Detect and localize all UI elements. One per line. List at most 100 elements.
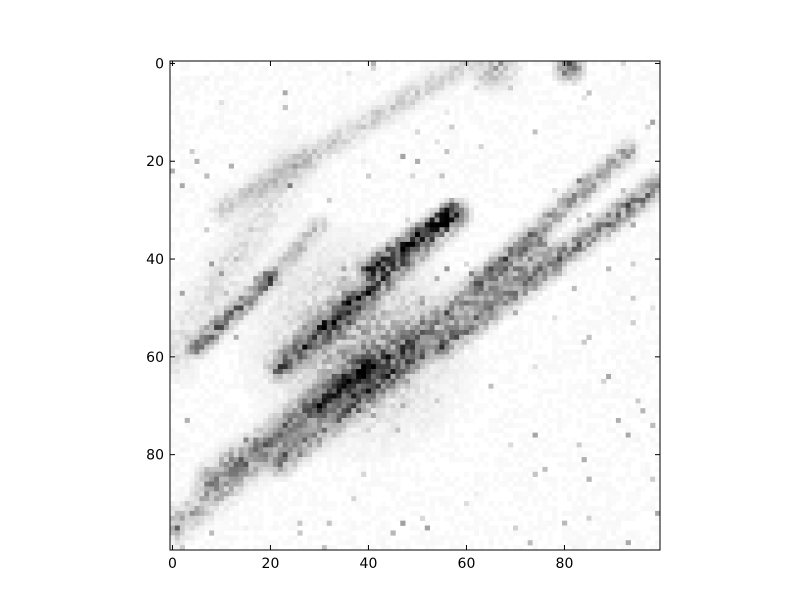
heatmap-cell <box>410 237 416 243</box>
heatmap-cell <box>219 61 225 67</box>
heatmap-cell <box>630 197 636 204</box>
heatmap-cell <box>253 325 259 331</box>
heatmap-cell <box>238 168 244 174</box>
heatmap-cell <box>184 241 190 248</box>
heatmap-cell <box>434 95 440 101</box>
heatmap-cell <box>170 295 176 301</box>
heatmap-cell <box>552 75 558 81</box>
heatmap-cell <box>454 349 460 355</box>
heatmap-cell <box>429 369 435 375</box>
heatmap-cell <box>292 207 298 213</box>
heatmap-cell <box>429 61 435 67</box>
heatmap-cell <box>464 364 470 370</box>
heatmap-cell <box>248 320 254 326</box>
heatmap-cell <box>380 100 386 106</box>
heatmap-cell <box>287 320 293 326</box>
heatmap-cell <box>532 212 538 218</box>
heatmap-cell <box>179 129 185 135</box>
heatmap-cell <box>312 70 318 76</box>
heatmap-cell <box>228 168 234 174</box>
heatmap-cell <box>336 124 342 130</box>
heatmap-cell <box>439 178 445 184</box>
heatmap-cell <box>336 105 342 111</box>
heatmap-cell <box>370 305 377 311</box>
heatmap-cell <box>566 241 573 248</box>
heatmap-cell <box>419 334 426 341</box>
heatmap-cell <box>606 305 612 311</box>
heatmap-cell <box>493 320 499 326</box>
heatmap-cell <box>611 173 617 179</box>
heatmap-cell <box>400 251 406 257</box>
heatmap-cell <box>351 139 357 145</box>
heatmap-cell <box>424 188 430 194</box>
heatmap-cell <box>483 129 489 135</box>
heatmap-cell <box>645 134 651 140</box>
heatmap-cell <box>214 276 220 282</box>
heatmap-cell <box>459 80 465 86</box>
heatmap-cell <box>258 212 264 218</box>
heatmap-cell <box>253 75 259 81</box>
heatmap-cell <box>478 222 484 228</box>
heatmap-cell <box>434 320 440 326</box>
heatmap-cell <box>503 149 509 155</box>
heatmap-cell <box>223 266 230 272</box>
heatmap-cell <box>454 378 460 385</box>
heatmap-cell <box>312 222 318 228</box>
heatmap-cell <box>317 251 323 257</box>
heatmap-cell <box>410 61 416 67</box>
heatmap-cell <box>464 285 470 292</box>
heatmap-cell <box>209 207 215 213</box>
heatmap-cell <box>248 193 254 199</box>
heatmap-cell <box>571 281 577 287</box>
heatmap-cell <box>483 359 489 365</box>
heatmap-cell <box>223 290 230 297</box>
heatmap-cell <box>238 261 244 267</box>
heatmap-cell <box>209 70 215 76</box>
heatmap-cell <box>566 119 573 125</box>
heatmap-cell <box>415 325 421 331</box>
heatmap-cell <box>566 266 573 272</box>
heatmap-cell <box>380 383 386 389</box>
heatmap-cell <box>615 129 622 135</box>
heatmap-cell <box>375 325 381 331</box>
heatmap-cell <box>508 276 514 282</box>
heatmap-cell <box>439 281 445 287</box>
heatmap-cell <box>532 310 538 316</box>
heatmap-cell <box>312 305 318 311</box>
heatmap-cell <box>586 383 592 389</box>
heatmap-cell <box>179 334 185 341</box>
heatmap-cell <box>243 256 249 262</box>
heatmap-cell <box>219 295 225 301</box>
heatmap-cell <box>483 70 489 76</box>
heatmap-cell <box>513 90 519 96</box>
heatmap-cell <box>552 266 558 272</box>
heatmap-cell <box>586 237 592 243</box>
heatmap-cell <box>508 241 514 248</box>
heatmap-cell <box>258 193 264 199</box>
heatmap-cell <box>204 90 210 96</box>
heatmap-cell <box>503 241 509 248</box>
heatmap-cell <box>517 85 524 91</box>
heatmap-cell <box>488 364 494 370</box>
heatmap-cell <box>351 266 357 272</box>
heatmap-cell <box>552 144 558 150</box>
heatmap-cell <box>655 183 661 189</box>
heatmap-cell <box>361 334 367 341</box>
heatmap-cell <box>596 232 602 238</box>
heatmap-cell <box>302 241 308 248</box>
heatmap-cell <box>645 207 651 213</box>
heatmap-cell <box>596 251 602 257</box>
heatmap-cell <box>297 305 303 311</box>
heatmap-cell <box>429 217 435 223</box>
heatmap-cell <box>341 227 347 233</box>
heatmap-cell <box>415 129 421 135</box>
heatmap-cell <box>405 373 411 380</box>
heatmap-cell <box>209 119 215 125</box>
heatmap-cell <box>586 354 592 360</box>
heatmap-cell <box>611 369 617 375</box>
heatmap-cell <box>415 241 421 248</box>
heatmap-cell <box>424 295 430 301</box>
heatmap-cell <box>321 271 328 277</box>
heatmap-cell <box>223 75 230 81</box>
heatmap-cell <box>287 354 293 360</box>
